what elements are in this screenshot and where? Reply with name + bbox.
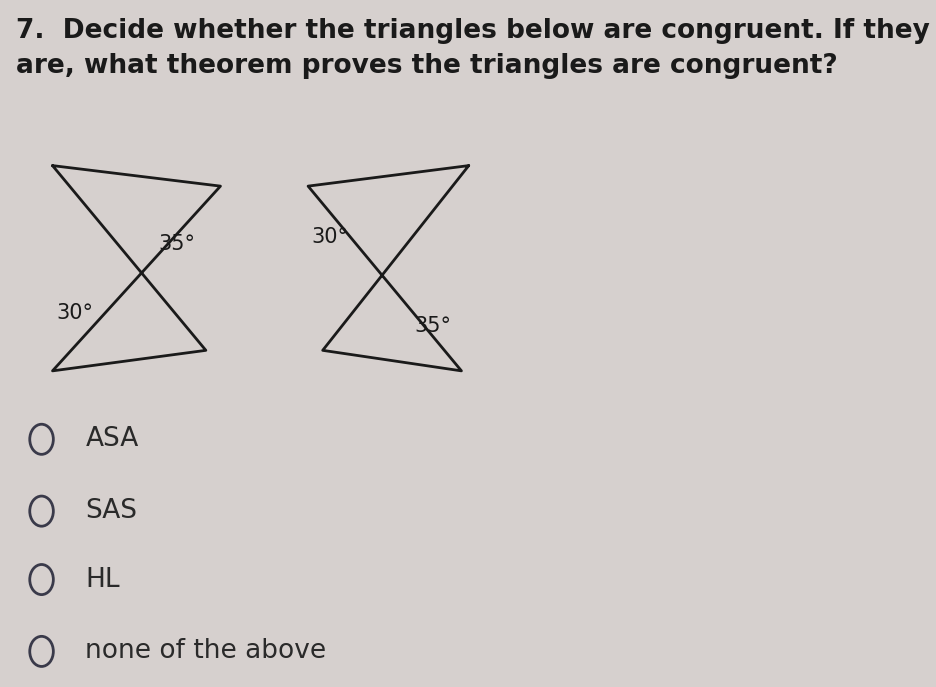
Text: 30°: 30° bbox=[312, 227, 349, 247]
Text: are, what theorem proves the triangles are congruent?: are, what theorem proves the triangles a… bbox=[16, 53, 838, 79]
Text: 35°: 35° bbox=[414, 317, 451, 337]
Text: 30°: 30° bbox=[56, 303, 94, 323]
Text: ASA: ASA bbox=[85, 427, 139, 452]
Text: HL: HL bbox=[85, 567, 120, 593]
Text: none of the above: none of the above bbox=[85, 638, 327, 664]
Text: 7.  Decide whether the triangles below are congruent. If they: 7. Decide whether the triangles below ar… bbox=[16, 19, 929, 45]
Text: SAS: SAS bbox=[85, 498, 138, 524]
Text: 35°: 35° bbox=[158, 234, 196, 254]
